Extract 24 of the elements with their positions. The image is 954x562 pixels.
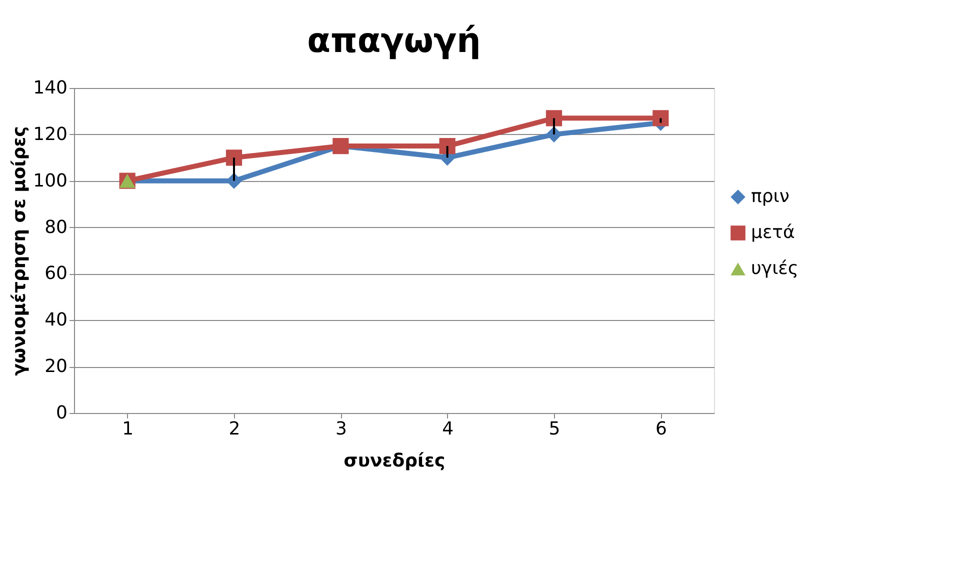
y-tick-label: 40 — [44, 310, 68, 331]
x-tick-label: 5 — [548, 418, 560, 440]
x-axis-title: συνεδρίες — [344, 450, 446, 472]
x-tick-label: 2 — [228, 418, 240, 440]
point — [652, 110, 669, 126]
point — [439, 138, 456, 154]
y-tick-label: 60 — [44, 263, 68, 284]
y-tick-label: 20 — [44, 356, 68, 378]
legend-label: μετά — [751, 222, 795, 243]
y-axis-title: γωνιομέτρηση σε μοίρες — [9, 126, 30, 376]
legend-label: υγιές — [751, 258, 798, 279]
x-tick-label: 1 — [122, 418, 134, 440]
x-tick-label: 3 — [335, 418, 347, 440]
legend-label: πριν — [751, 186, 790, 207]
y-tick-label: 80 — [44, 216, 68, 238]
x-tick-label: 4 — [442, 418, 454, 440]
point — [546, 110, 562, 126]
x-tick-label: 6 — [655, 418, 667, 440]
y-tick-label: 0 — [56, 402, 68, 424]
y-tick-label: 140 — [33, 78, 68, 98]
y-tick-label: 120 — [33, 124, 68, 145]
chart-title: απαγωγή — [307, 21, 481, 61]
y-tick-label: 100 — [33, 170, 68, 192]
point — [226, 150, 242, 166]
